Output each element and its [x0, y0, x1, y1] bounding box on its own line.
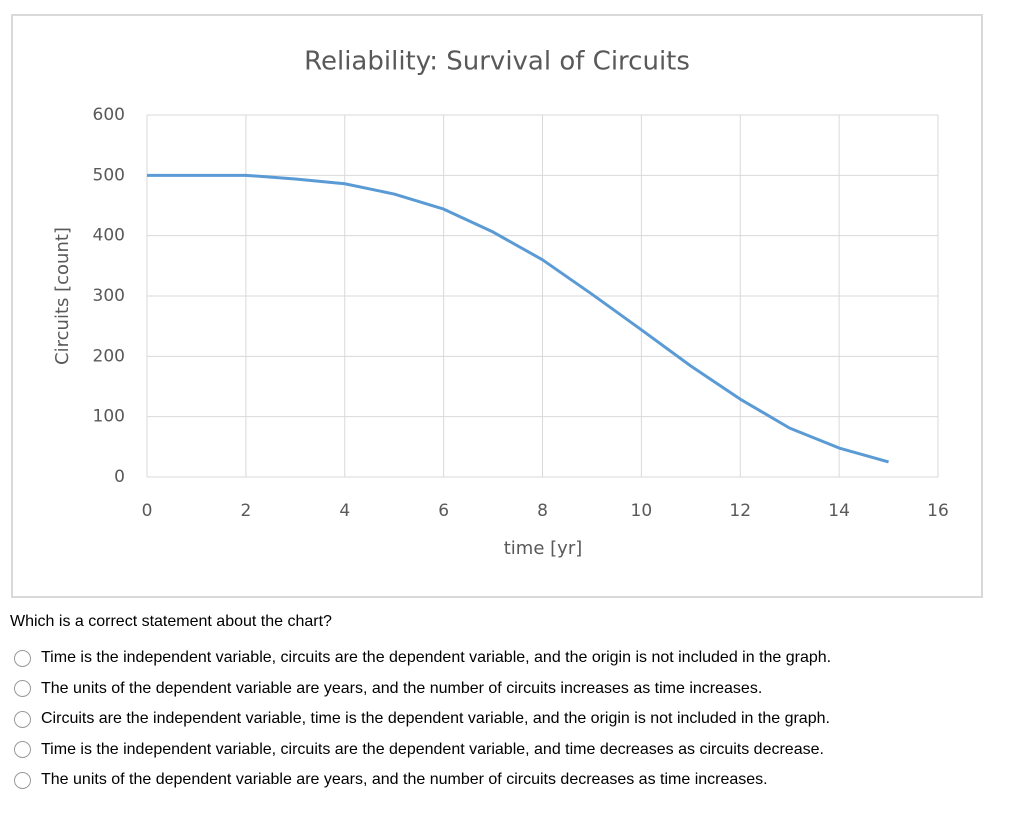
option[interactable]: Time is the independent variable, circui… — [14, 649, 831, 667]
radio-button[interactable] — [14, 649, 31, 667]
option-text: The units of the dependent variable are … — [41, 679, 763, 697]
x-tick-label: 8 — [537, 501, 548, 521]
option[interactable]: The units of the dependent variable are … — [14, 680, 762, 698]
radio-button[interactable] — [14, 771, 31, 789]
question-prompt: Which is a correct statement about the c… — [10, 613, 332, 630]
x-tick-label: 0 — [142, 501, 153, 521]
y-tick-label: 0 — [114, 467, 125, 487]
radio-button[interactable] — [14, 710, 31, 728]
y-tick-label: 500 — [93, 165, 125, 185]
chart-frame — [11, 14, 983, 598]
option[interactable]: Time is the independent variable, circui… — [14, 741, 824, 759]
x-tick-label: 16 — [927, 501, 949, 521]
option[interactable]: The units of the dependent variable are … — [14, 771, 768, 789]
option-text: The units of the dependent variable are … — [41, 771, 768, 788]
y-tick-label: 300 — [93, 286, 125, 306]
x-tick-label: 12 — [729, 501, 751, 521]
option[interactable]: Circuits are the independent variable, t… — [14, 710, 830, 728]
y-tick-label: 600 — [93, 105, 125, 125]
y-tick-label: 100 — [93, 407, 125, 427]
radio-button[interactable] — [14, 741, 31, 758]
option-text: Circuits are the independent variable, t… — [41, 710, 830, 727]
x-tick-label: 10 — [631, 501, 653, 521]
option-text: Time is the independent variable, circui… — [41, 740, 824, 758]
y-axis-label: Circuits [count] — [52, 227, 73, 365]
x-tick-label: 2 — [240, 501, 251, 521]
y-tick-label: 400 — [93, 226, 125, 246]
chart: Reliability: Survival of Circuits time [… — [11, 14, 983, 598]
y-tick-label: 200 — [93, 346, 125, 366]
option-text: Time is the independent variable, circui… — [41, 649, 832, 666]
data-line — [147, 173, 889, 464]
radio-button[interactable] — [14, 680, 31, 697]
x-tick-label: 14 — [828, 501, 850, 521]
x-axis-label: time [yr] — [504, 538, 583, 559]
x-tick-label: 6 — [438, 501, 449, 521]
x-tick-label: 4 — [339, 501, 350, 521]
chart-title: Reliability: Survival of Circuits — [304, 47, 690, 77]
